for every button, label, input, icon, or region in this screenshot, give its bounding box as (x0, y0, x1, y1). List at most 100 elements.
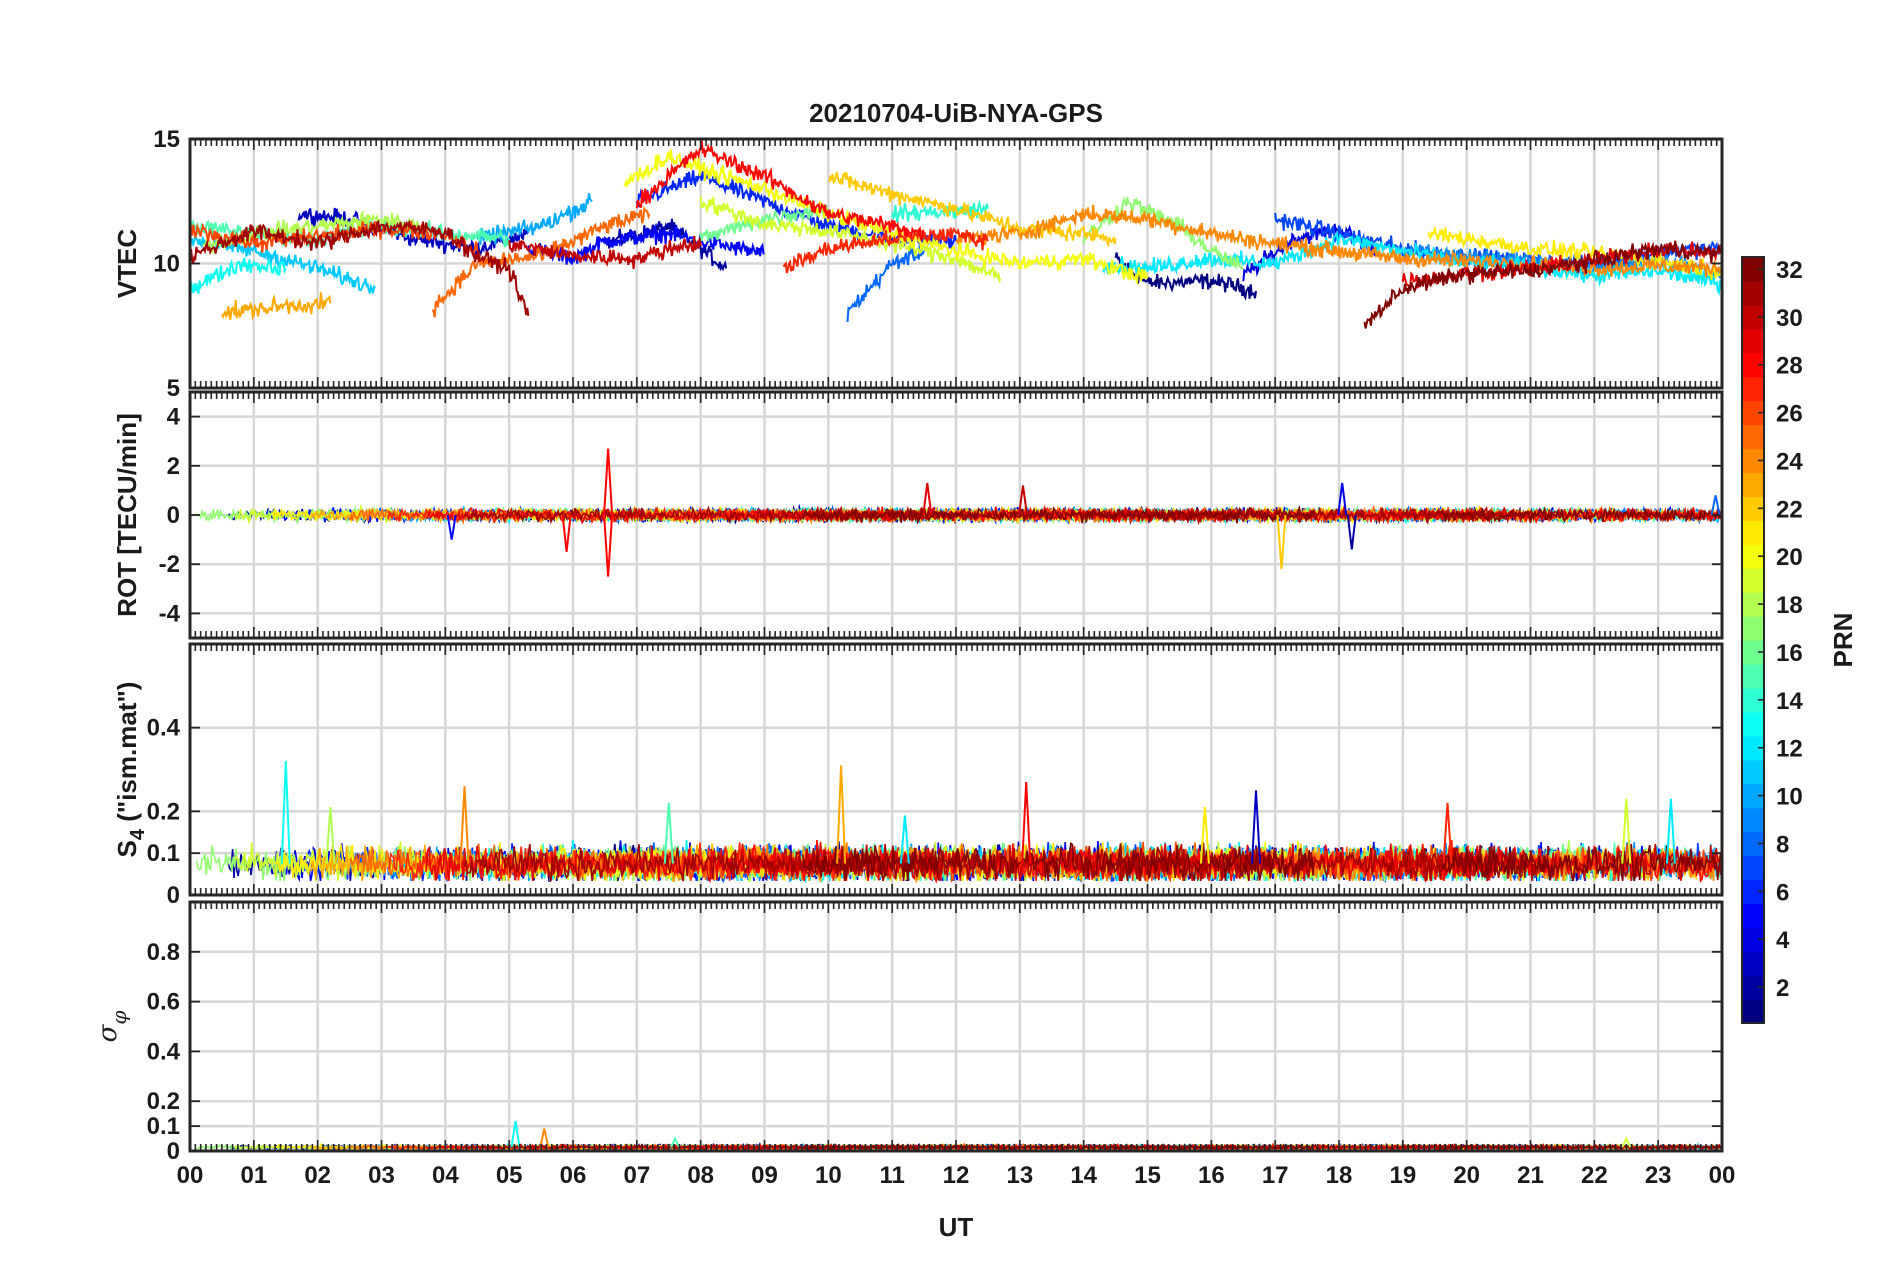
x-axis-label: UT (939, 1212, 974, 1242)
colorbar-swatch (1742, 328, 1764, 354)
colorbar-tick-label: 30 (1776, 305, 1803, 332)
colorbar-swatch (1742, 257, 1764, 282)
colorbar-swatch (1742, 280, 1764, 306)
colorbar-swatch (1742, 304, 1764, 330)
x-tick-label: 00 (177, 1162, 204, 1189)
spike-prn-28 (603, 514, 614, 577)
x-tick-label: 22 (1581, 1162, 1608, 1189)
colorbar-swatch (1742, 903, 1764, 928)
colorbar-swatch (1742, 616, 1764, 641)
series-line-prn-32 (1363, 240, 1722, 329)
y-tick-label: -4 (159, 600, 181, 627)
spike-prn-12 (1665, 798, 1676, 864)
series-line-prn-18 (202, 209, 427, 254)
colorbar-tick-label: 16 (1776, 640, 1803, 667)
spike-prn-12 (899, 815, 910, 864)
y-tick-label: 4 (167, 404, 181, 431)
spike-prn-19 (1621, 798, 1632, 864)
panel-rot: -4 -2 0 2 4 ROT [TECU/min] (112, 390, 1724, 640)
colorbar-swatch (1742, 640, 1764, 665)
figure-title: 20210704-UiB-NYA-GPS (809, 98, 1103, 128)
series-line-prn-31 (190, 219, 530, 316)
colorbar-swatch (1742, 927, 1764, 952)
series-line-prn-32 (1440, 843, 1722, 882)
colorbar-swatch (1742, 592, 1764, 617)
colorbar-swatch (1742, 687, 1764, 713)
series-line-prn-32 (802, 1143, 1315, 1151)
x-axis-tick-labels: 00 01 02 03 04 05 06 07 08 09 10 11 12 13 14 15 16 17 18 19… (177, 1162, 1736, 1189)
y-tick-label: 0.1 (147, 840, 180, 867)
x-tick-label: 18 (1326, 1162, 1353, 1189)
colorbar-tick-label: 26 (1776, 401, 1803, 428)
x-tick-label: 00 (1709, 1162, 1736, 1189)
y-axis-label-subscript: 4 (127, 828, 149, 840)
y-axis-label-rest: ("ism.mat") (112, 682, 142, 829)
axis-ticks (189, 644, 1723, 896)
series-line-prn-32 (802, 841, 1315, 881)
colorbar-swatch (1742, 496, 1764, 521)
y-tick-label: 0.6 (147, 989, 180, 1016)
spike-prn-5 (446, 514, 457, 540)
series-line-prn-21 (1427, 227, 1722, 280)
colorbar-swatch (1742, 568, 1764, 593)
spike-prn-28 (561, 514, 572, 553)
colorbar-swatch (1742, 999, 1764, 1024)
y-tick-label: 0.1 (147, 1113, 180, 1140)
x-tick-label: 07 (623, 1162, 650, 1189)
data-lines (190, 140, 1722, 329)
x-tick-label: 12 (943, 1162, 970, 1189)
colorbar-tick-label: 10 (1776, 784, 1803, 811)
series-line-prn-27 (782, 227, 989, 274)
colorbar-swatch (1742, 352, 1764, 378)
spike-prn-18 (325, 807, 336, 864)
spike-prn-30 (1018, 485, 1028, 516)
y-axis-label: S4 ("ism.mat") (112, 682, 149, 858)
y-tick-label: 0.4 (147, 715, 181, 742)
axis-ticks (189, 138, 1723, 389)
colorbar-tick-label: 6 (1776, 879, 1789, 906)
x-tick-label: 20 (1453, 1162, 1480, 1189)
colorbar-swatch (1742, 951, 1764, 976)
x-tick-label: 19 (1389, 1162, 1416, 1189)
colorbar-frame (1741, 256, 1765, 1024)
series-line-prn-30 (508, 236, 702, 269)
spike-prn-4 (1337, 482, 1348, 516)
series-line-prn-30 (763, 843, 1276, 882)
y-tick-label: 0.2 (147, 1088, 180, 1115)
x-tick-label: 13 (1006, 1162, 1033, 1189)
y-tick-label: 0 (167, 502, 180, 529)
y-tick-label: 10 (153, 251, 180, 278)
y-tick-label: 5 (167, 375, 180, 402)
series-line-prn-22 (828, 171, 1117, 248)
spike-prn-24 (539, 1128, 550, 1148)
series-line-prn-32 (1440, 505, 1722, 523)
spike-prn-22 (1276, 514, 1287, 570)
x-tick-label: 10 (815, 1162, 842, 1189)
colorbar-swatch (1742, 424, 1764, 450)
y-axis-label: ROT [TECU/min] (112, 413, 142, 617)
spike-prn-15 (663, 802, 674, 864)
colorbar-tick-label: 4 (1776, 927, 1790, 954)
spike-prn-29 (922, 482, 933, 516)
series-line-prn-1 (1114, 252, 1257, 301)
spike-prn-8 (1710, 495, 1721, 516)
colorbar-swatch (1742, 520, 1764, 545)
series-line-prn-31 (463, 844, 976, 882)
x-tick-label: 09 (751, 1162, 778, 1189)
y-axis-label: σφ (93, 1011, 131, 1043)
axis-ticks (189, 392, 1723, 638)
x-tick-label: 04 (432, 1162, 459, 1189)
colorbar-swatch (1742, 783, 1764, 809)
colorbar-tick-label: 32 (1776, 257, 1803, 284)
x-tick-label: 06 (560, 1162, 587, 1189)
colorbar-swatch (1742, 735, 1764, 761)
colorbar-swatch (1742, 879, 1764, 904)
x-tick-label: 08 (687, 1162, 714, 1189)
series-line-prn-31 (1102, 506, 1551, 526)
series-line-prn-32 (802, 504, 1315, 525)
spike-prn-19 (1621, 1136, 1632, 1148)
x-tick-label: 21 (1517, 1162, 1544, 1189)
series-line-prn-23 (220, 292, 332, 321)
